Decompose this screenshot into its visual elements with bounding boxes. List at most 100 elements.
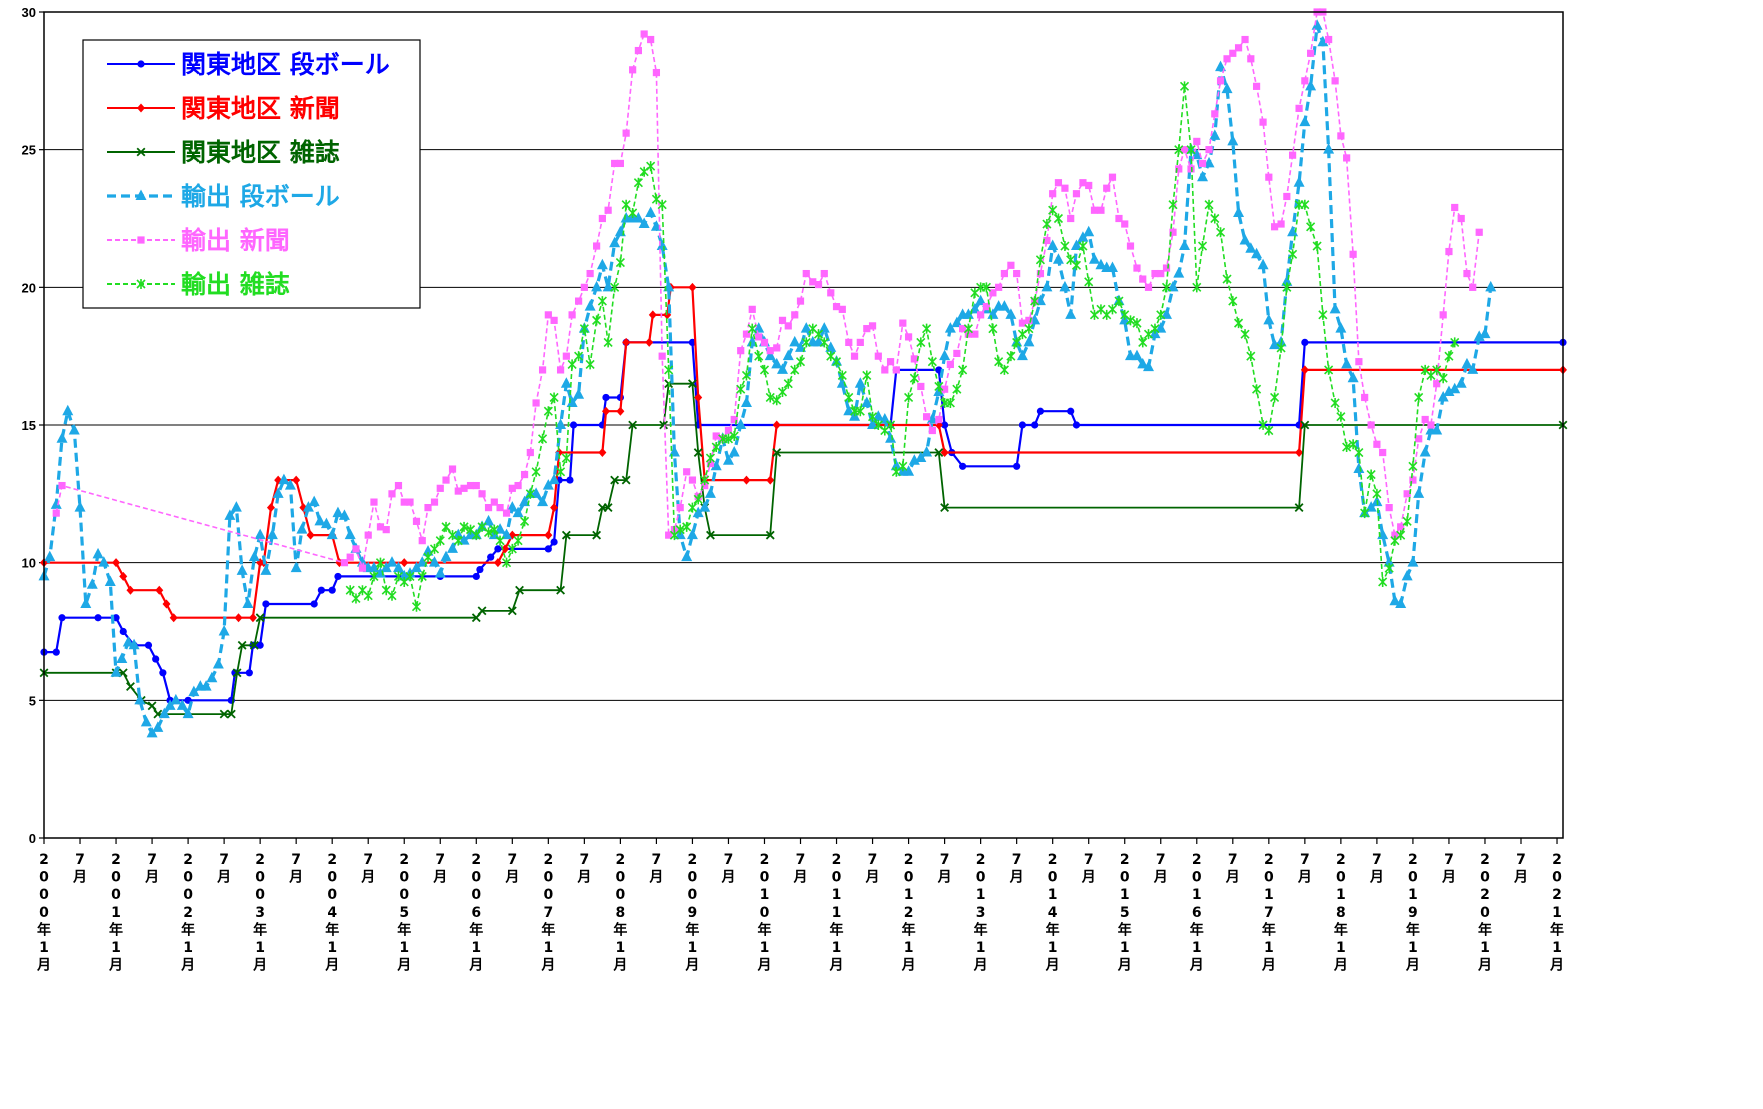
- series-3-point: [1065, 308, 1077, 319]
- series-3-point: [1311, 19, 1323, 30]
- series-1-point: [1295, 448, 1304, 458]
- series-3-point: [447, 542, 459, 553]
- series-2-point: [147, 701, 157, 711]
- series-4-point: [556, 366, 565, 374]
- series-3-point: [56, 432, 68, 443]
- series-4-point: [490, 498, 498, 506]
- series-4-point: [1385, 504, 1393, 512]
- series-2-point: [772, 448, 782, 457]
- series-5-point: [886, 420, 896, 430]
- series-3-point: [440, 550, 452, 562]
- series-3-point: [44, 550, 56, 562]
- series-5-point: [963, 323, 973, 334]
- series-3-point: [1106, 261, 1118, 273]
- series-3-point: [110, 666, 122, 677]
- series-2-point: [628, 420, 638, 430]
- series-1-point: [169, 613, 178, 623]
- series-3-point: [843, 404, 855, 416]
- series-5-point: [375, 557, 386, 568]
- series-3-point: [1281, 275, 1293, 286]
- series-5-point: [597, 296, 607, 307]
- series-3-point: [1251, 247, 1263, 259]
- series-5-point: [795, 356, 806, 367]
- series-4-point: [917, 382, 925, 391]
- series-4-point: [1445, 247, 1453, 256]
- series-3-point: [699, 501, 711, 512]
- series-3-point: [867, 418, 879, 429]
- series-4-point: [1162, 264, 1171, 272]
- series-3-point: [416, 556, 428, 567]
- legend-label-0: 関東地区 段ボール: [181, 50, 390, 79]
- series-5-point: [904, 392, 914, 403]
- series-0-point: [58, 614, 66, 622]
- series-5-point: [981, 282, 991, 293]
- series-5-point: [700, 475, 710, 486]
- series-5-point: [1089, 309, 1100, 320]
- series-3-point: [962, 308, 974, 319]
- series-3-point: [164, 699, 176, 710]
- legend-marker-1: [137, 103, 145, 113]
- series-5-point: [369, 571, 379, 582]
- series-3-point: [591, 280, 603, 292]
- series-4-point: [364, 531, 372, 539]
- series-5-point: [363, 590, 373, 601]
- series-1-point: [648, 310, 657, 320]
- series-4-point: [1198, 159, 1207, 168]
- legend-marker-0: [137, 60, 145, 68]
- series-4-point: [575, 297, 583, 305]
- series-3-point: [1449, 382, 1461, 394]
- series-4-point: [1409, 476, 1417, 484]
- series-4-point: [1007, 261, 1015, 269]
- series-1-point: [616, 406, 625, 416]
- series-3-point: [656, 239, 668, 251]
- series-1-point: [162, 599, 171, 609]
- series-4-point: [1277, 220, 1285, 228]
- series-0-point: [152, 655, 160, 663]
- series-4-point: [941, 385, 949, 393]
- series-4-point: [814, 280, 823, 289]
- series-3-point: [728, 446, 740, 457]
- series-5-point: [909, 373, 919, 384]
- series-5-point: [429, 543, 440, 554]
- series-4-point: [340, 559, 349, 567]
- series-4-point: [538, 366, 547, 374]
- series-3-point: [434, 567, 446, 578]
- series-3-point: [861, 396, 873, 407]
- y-tick-label: 25: [22, 143, 36, 158]
- series-3-point: [915, 451, 927, 463]
- series-3-point: [998, 300, 1010, 311]
- series-4-point: [1295, 104, 1303, 112]
- series-4-point: [370, 498, 378, 506]
- series-3-point: [398, 569, 410, 581]
- series-5-point: [693, 494, 703, 505]
- series-4-point: [910, 355, 918, 363]
- series-5-point: [1270, 392, 1280, 403]
- series-4-point: [496, 504, 504, 512]
- series-4-point: [946, 360, 954, 369]
- series-3-point: [1437, 390, 1449, 402]
- series-5-point: [711, 442, 721, 453]
- series-3-point: [278, 473, 290, 485]
- series-4-point: [881, 366, 889, 374]
- series-3-point: [512, 506, 524, 518]
- series-5-point: [801, 337, 811, 348]
- series-2-point: [219, 709, 229, 719]
- series-5-point: [411, 601, 422, 612]
- series-5-point: [898, 461, 908, 472]
- series-1-point: [766, 475, 775, 485]
- series-1-point: [544, 530, 553, 540]
- y-tick-label: 20: [22, 280, 36, 295]
- series-4-point: [748, 305, 756, 313]
- legend-label-3: 輸出 段ボール: [181, 182, 340, 211]
- legend-item-1: 関東地区 新聞: [107, 94, 340, 123]
- series-5-point: [531, 466, 541, 477]
- series-3-point: [1383, 556, 1395, 567]
- series-4-point: [568, 311, 576, 319]
